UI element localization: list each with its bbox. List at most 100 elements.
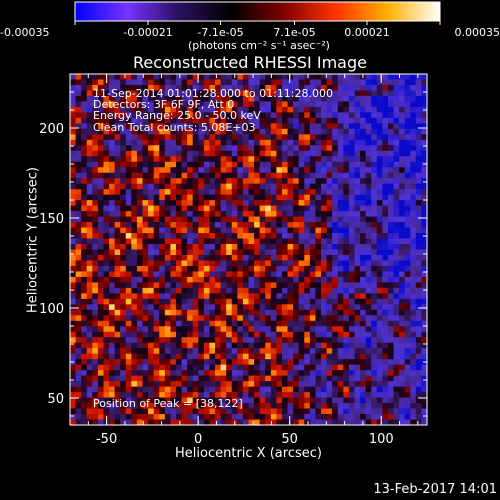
heatmap-cell	[304, 386, 311, 393]
heatmap-cell	[215, 315, 222, 322]
heatmap-cell	[103, 178, 110, 185]
heatmap-cell	[298, 315, 305, 322]
heatmap-cell	[393, 222, 400, 229]
heatmap-cell	[298, 414, 305, 421]
heatmap-cell	[170, 271, 177, 278]
heatmap-cell	[242, 304, 250, 311]
heatmap-cell	[276, 265, 283, 273]
heatmap-cell	[70, 309, 77, 316]
heatmap-cell	[404, 84, 411, 92]
heatmap-cell	[365, 298, 372, 305]
heatmap-cell	[92, 167, 99, 174]
heatmap-cell	[376, 79, 383, 86]
heatmap-cell	[148, 194, 155, 201]
heatmap-cell	[315, 249, 322, 256]
heatmap-cell	[281, 189, 289, 196]
heatmap-cell	[332, 326, 339, 333]
heatmap-cell	[215, 205, 222, 212]
heatmap-cell	[421, 315, 428, 322]
heatmap-cell	[187, 244, 194, 251]
heatmap-cell	[281, 167, 289, 174]
heatmap-cell	[220, 260, 227, 267]
heatmap-cell	[148, 167, 155, 174]
heatmap-cell	[170, 222, 177, 229]
heatmap-cell	[315, 254, 322, 262]
colorbar-tick-label: 0.00021	[344, 26, 390, 39]
heatmap-cell	[81, 254, 88, 262]
heatmap-cell	[410, 216, 417, 223]
heatmap-cell	[371, 222, 378, 229]
heatmap-cell	[215, 233, 222, 240]
heatmap-cell	[125, 145, 132, 152]
heatmap-cell	[92, 123, 99, 130]
heatmap-cell	[332, 353, 339, 360]
heatmap-cell	[142, 106, 149, 113]
heatmap-cell	[109, 189, 116, 196]
heatmap-cell	[120, 74, 127, 81]
heatmap-cell	[254, 227, 261, 234]
heatmap-cell	[281, 128, 289, 135]
heatmap-cell	[237, 348, 244, 355]
heatmap-cell	[103, 381, 110, 388]
heatmap-cell	[198, 167, 205, 174]
heatmap-cell	[281, 326, 289, 333]
heatmap-cell	[376, 337, 383, 344]
heatmap-cell	[131, 134, 138, 141]
heatmap-cell	[298, 117, 305, 124]
heatmap-cell	[321, 161, 328, 168]
heatmap-cell	[120, 156, 127, 163]
heatmap-cell	[92, 364, 99, 371]
heatmap-cell	[75, 79, 82, 86]
heatmap-cell	[86, 392, 93, 399]
heatmap-cell	[354, 95, 361, 103]
heatmap-cell	[226, 271, 233, 278]
heatmap-cell	[198, 271, 205, 278]
heatmap-cell	[276, 222, 283, 229]
heatmap-cell	[332, 194, 339, 201]
heatmap-cell	[304, 128, 311, 135]
heatmap-cell	[170, 392, 177, 399]
heatmap-cell	[187, 106, 194, 113]
heatmap-cell	[148, 145, 155, 152]
heatmap-cell	[360, 348, 367, 355]
heatmap-cell	[270, 249, 277, 256]
heatmap-cell	[120, 84, 127, 92]
heatmap-cell	[231, 287, 238, 294]
heatmap-cell	[159, 414, 166, 421]
heatmap-cell	[242, 298, 250, 305]
heatmap-cell	[81, 408, 88, 415]
heatmap-cell	[309, 167, 317, 174]
heatmap-cell	[315, 282, 322, 289]
heatmap-cell	[109, 282, 116, 289]
heatmap-cell	[209, 320, 216, 327]
heatmap-cell	[309, 359, 317, 366]
heatmap-cell	[360, 254, 367, 262]
heatmap-cell	[343, 128, 350, 135]
heatmap-cell	[332, 287, 339, 294]
heatmap-cell	[259, 112, 266, 119]
heatmap-cell	[164, 293, 172, 300]
heatmap-cell	[326, 342, 333, 349]
heatmap-cell	[209, 95, 216, 103]
heatmap-cell	[281, 265, 289, 273]
heatmap-cell	[287, 222, 294, 229]
heatmap-cell	[164, 381, 172, 388]
heatmap-cell	[175, 112, 183, 119]
heatmap-cell	[86, 254, 93, 262]
heatmap-cell	[315, 128, 322, 135]
heatmap-cell	[254, 74, 261, 81]
heatmap-cell	[343, 205, 350, 212]
heatmap-cell	[92, 408, 99, 415]
heatmap-cell	[215, 397, 222, 404]
heatmap-cell	[81, 265, 88, 273]
heatmap-cell	[170, 189, 177, 196]
heatmap-cell	[365, 128, 372, 135]
heatmap-cell	[237, 315, 244, 322]
x-tick-label: 0	[194, 432, 202, 447]
heatmap-cell	[387, 172, 395, 179]
heatmap-cell	[231, 276, 238, 283]
heatmap-cell	[114, 145, 121, 152]
heatmap-cell	[226, 222, 233, 229]
heatmap-cell	[293, 205, 300, 212]
heatmap-cell	[382, 189, 389, 196]
